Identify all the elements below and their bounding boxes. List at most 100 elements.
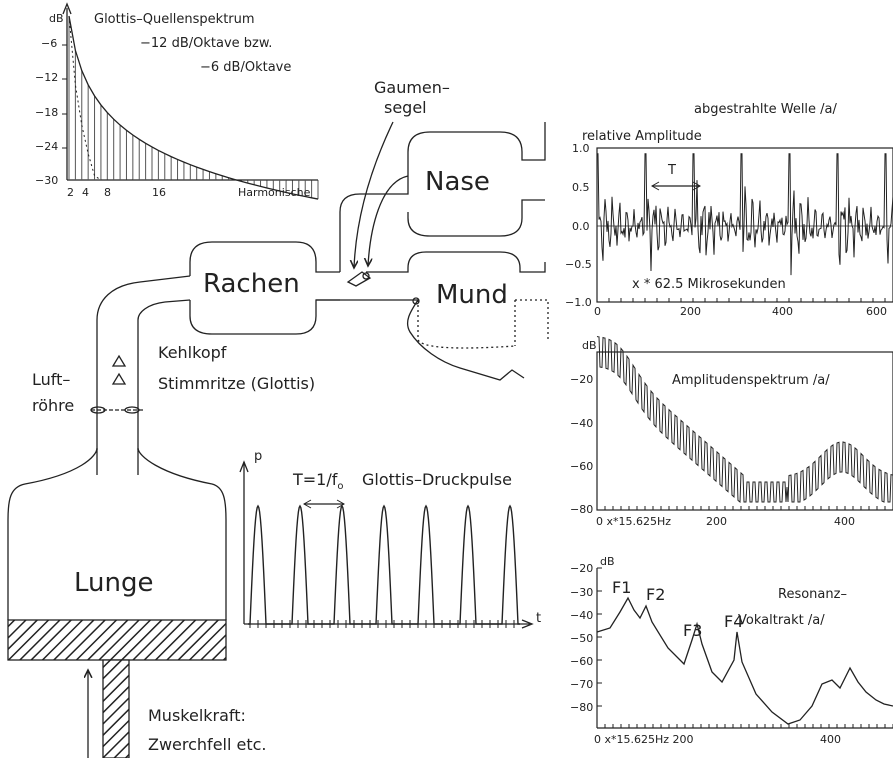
res-ytick: −50 [570,632,594,645]
velum-arrow [368,175,409,266]
source-spectrum-arrow-icon [62,2,72,15]
waveform-ytick: 0.5 [572,181,590,194]
res-unit: dB [600,555,615,568]
rachen-label: Rachen [203,269,300,299]
source-spectrum-xtick: 4 [82,186,89,199]
pulses-t-label: t [536,611,542,626]
source-spectrum-ytick: −12 [35,71,59,84]
source-spectrum-title: Glottis–Quellenspektrum [94,12,255,27]
muskelkraft-label: Muskelkraft: [148,706,246,725]
trachea-right [137,299,191,450]
res-ytick: −30 [570,586,594,599]
piston-rod [102,659,130,758]
stimmritze-label: Stimmritze (Glottis) [158,374,316,393]
source-spectrum-unit: dB [49,12,64,25]
nasal-box [339,122,546,272]
source-spectrum-ytick: −30 [35,174,59,187]
res-title-2: Vokaltrakt /a/ [738,613,825,628]
res-curve [596,596,893,725]
formant-f1: F1 [612,578,632,597]
res-ytick: −20 [570,562,594,575]
trachea-left [96,275,191,450]
wave-period-arrow-right-icon [692,181,702,191]
vocal-fold-left [90,406,106,414]
nase-label: Nase [425,167,490,197]
waveform-xtick: 600 [866,305,887,318]
waveform-ytick: −0.5 [565,258,592,271]
waveform-ytick: 0.0 [572,220,590,233]
amp-ytick: −80 [570,503,594,516]
lip-hinge [412,297,420,305]
waveform-frame [596,147,893,303]
lunge-label: Lunge [74,568,154,598]
source-spectrum-chart [62,2,319,200]
pulses-y-arrow-icon [239,460,249,473]
amp-xtick: 200 [706,515,727,528]
waveform-ytick: 1.0 [572,142,590,155]
mund-label: Mund [436,280,508,310]
amp-xtick: 400 [834,515,855,528]
waveform-period-label: T [668,163,676,178]
pulses-x-arrow-icon [521,619,534,629]
waveform-curve [597,153,893,276]
mouth-lower [316,299,525,381]
source-spectrum-xlabel: Harmonische [238,186,311,199]
jaw-dotted [417,299,549,349]
source-spectrum-line3: −6 dB/Oktave [200,60,292,75]
source-spectrum-y-ticks [62,44,67,149]
pulses-period-subscript: o [337,481,344,493]
pulses-title: Glottis–Druckpulse [362,470,512,489]
amp-ytick: −60 [570,460,594,473]
lung-outline-right [137,447,227,620]
diaphragm-hatch [7,619,227,661]
pulses-p-label: p [254,449,263,464]
waveform-ylabel: relative Amplitude [582,129,702,144]
vocal-tract-drawing [7,121,549,758]
res-ytick: −80 [570,701,594,714]
kehlkopf-label: Kehlkopf [158,343,227,362]
lung-outline [7,447,98,620]
res-ytick: −60 [570,655,594,668]
waveform-xtick: 0 [594,305,601,318]
glottis-pulses-chart [239,460,534,629]
velum [346,271,372,287]
source-spectrum-xtick: 2 [67,186,74,199]
source-spectrum-bars [68,16,319,200]
source-spectrum-xtick: 8 [104,186,111,199]
amp-frame [596,351,893,511]
waveform-ytick: −1.0 [565,296,592,309]
waveform-xtick: 200 [680,305,701,318]
zwerchfell-label: Zwerchfell etc. [148,735,267,754]
source-spectrum-envelope [68,15,319,200]
formant-f4: F4 [724,612,744,631]
amp-title: Amplitudenspektrum /a/ [672,373,830,388]
amp-ytick: −20 [570,373,594,386]
pulses-curve [248,504,520,625]
formant-f3: F3 [683,621,703,640]
luftroehre-label-1: Luft– [32,370,71,389]
source-spectrum-ytick: −18 [35,106,59,119]
source-spectrum-ytick: −24 [35,140,59,153]
luftroehre-label-2: röhre [32,396,75,415]
source-spectrum-line2: −12 dB/Oktave bzw. [140,36,273,51]
waveform-title: abgestrahlte Welle /a/ [694,102,837,117]
amp-unit: dB [582,339,597,352]
gaumensegel-label-2: segel [384,98,427,117]
amplitude-spectrum-chart [596,336,893,511]
wave-period-arrow-left-icon [650,181,660,191]
vocal-fold-right [124,406,140,414]
mouth-box [366,251,546,273]
waveform-xtick: 400 [772,305,793,318]
gaumensegel-pointer [354,121,394,268]
amp-ticks [596,506,893,510]
pharynx-box [189,241,340,335]
amp-curve [596,336,893,504]
period-arrow-left-icon [302,499,312,509]
res-xtick: 400 [820,733,841,746]
amp-ytick: −40 [570,417,594,430]
gaumensegel-label-1: Gaumen– [374,78,450,97]
res-ytick: −40 [570,609,594,622]
waveform-xlabel: x * 62.5 Mikrosekunden [632,277,786,292]
resonance-chart [596,567,893,729]
res-xtick: 0 x*15.625Hz 200 [594,733,694,746]
